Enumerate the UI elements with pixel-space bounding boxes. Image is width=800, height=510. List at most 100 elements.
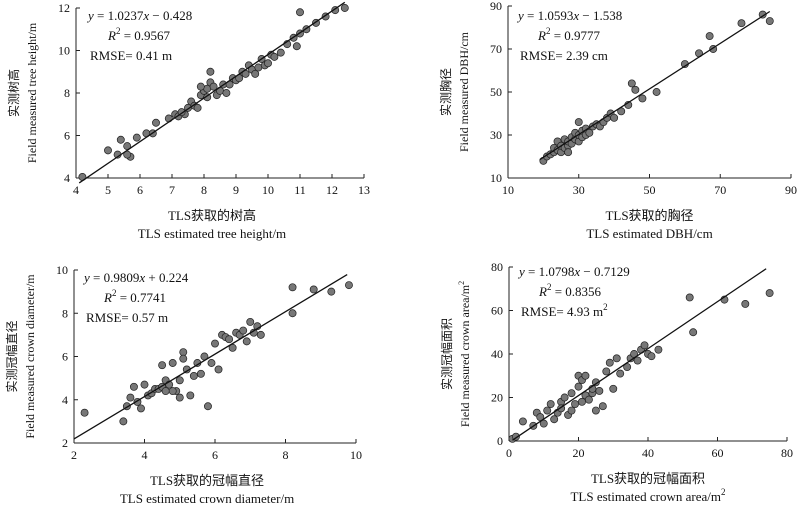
data-point <box>203 402 212 411</box>
data-point <box>175 393 184 402</box>
chart-panel-2: 10 30 50 70 90 10 30 50 70 90 y = 1.0593x − 1.538 R… <box>438 0 797 241</box>
x-tick-label: 40 <box>642 446 654 460</box>
data-point <box>126 393 135 402</box>
x-tick-label: 8 <box>201 183 207 197</box>
x-tick-label: 7 <box>169 183 175 197</box>
data-point <box>584 395 593 404</box>
data-point <box>242 337 251 346</box>
chart-panel-1: 4 5 6 7 8 9 10 11 12 13 4 6 8 10 12 y = 1.0237x − 0.428… <box>6 1 370 241</box>
rmse: RMSE= 0.41 m <box>90 48 172 63</box>
data-point <box>765 17 774 25</box>
data-point <box>116 135 125 144</box>
y-tick-label: 80 <box>491 260 503 274</box>
data-point <box>340 4 349 12</box>
data-point <box>567 389 576 398</box>
regression-equation: y = 1.0798x − 0.7129 <box>517 264 630 279</box>
regression-equation: y = 0.9809x + 0.224 <box>82 270 189 285</box>
data-point <box>627 79 636 88</box>
data-point <box>175 376 184 385</box>
data-point <box>292 42 301 51</box>
x-tick-label: 2 <box>71 448 77 462</box>
y-tick-label: 4 <box>62 393 68 407</box>
x-tick-label: 60 <box>712 446 724 460</box>
rmse: RMSE= 4.93 m2 <box>521 302 608 319</box>
regression-line <box>539 10 771 161</box>
chart-panel-3: 2 4 6 8 10 2 4 6 8 10 y = 0.9809x + 0.224 R2 = 0.77… <box>4 263 362 506</box>
data-point <box>609 384 618 393</box>
r-squared: R2 = 0.7741 <box>103 288 166 305</box>
chart-panel-4: 0 20 40 60 80 0 20 40 60 80 y = 1.0798x − 0.7129 R2… <box>439 260 793 504</box>
data-point <box>196 369 205 378</box>
x-tick-label: 4 <box>73 183 79 197</box>
x-tick-label: 50 <box>644 183 656 197</box>
data-point <box>119 417 128 426</box>
data-point <box>80 408 89 417</box>
x-axis-label-cn: TLS获取的冠幅直径 <box>150 473 264 488</box>
data-point <box>104 146 112 155</box>
data-point <box>140 380 149 389</box>
data-point <box>251 69 260 78</box>
data-point <box>276 48 285 57</box>
data-point <box>705 32 714 41</box>
x-tick-label: 70 <box>714 183 726 197</box>
regression-equation: y = 1.0237x − 0.428 <box>86 8 192 23</box>
data-point <box>168 387 177 396</box>
data-point <box>612 354 621 363</box>
y-axis-label: Field measured crown area/m2 <box>457 281 472 427</box>
data-point <box>758 10 767 19</box>
r-squared: R2 = 0.9567 <box>107 26 171 43</box>
data-point <box>631 85 640 94</box>
data-point <box>581 371 590 380</box>
data-point <box>616 369 625 378</box>
x-axis-label-cn: TLS获取的胸径 <box>605 208 693 223</box>
data-point <box>546 400 555 408</box>
y-tick-label: 6 <box>64 129 70 143</box>
y-axis-label: Field measured tree height/m <box>25 22 39 163</box>
data-point <box>574 382 583 391</box>
data-point <box>327 287 336 296</box>
x-tick-label: 9 <box>233 183 239 197</box>
y-axis-label-cn: 实测冠幅面积 <box>439 318 454 390</box>
data-point <box>571 400 579 408</box>
x-tick-label: 12 <box>326 183 338 197</box>
data-point <box>158 361 167 370</box>
data-point <box>741 300 750 308</box>
x-tick-label: 6 <box>212 448 218 462</box>
data-point <box>591 378 600 387</box>
data-point <box>560 393 569 402</box>
data-point <box>211 339 219 348</box>
x-tick-label: 8 <box>283 448 289 462</box>
data-point <box>685 293 694 302</box>
y-tick-label: 30 <box>490 128 502 142</box>
data-point <box>270 52 279 61</box>
data-point <box>264 59 272 68</box>
data-point <box>132 133 141 142</box>
data-point <box>610 113 619 122</box>
data-point <box>206 67 215 76</box>
data-point <box>179 354 188 363</box>
regression-line <box>78 1 346 184</box>
x-axis-label: TLS estimated DBH/cm <box>586 226 712 241</box>
x-tick-label: 80 <box>781 446 793 460</box>
r-squared: R2 = 0.8356 <box>538 282 602 299</box>
data-point <box>638 94 647 103</box>
data-point <box>737 19 746 28</box>
y-tick-label: 6 <box>62 350 68 364</box>
data-point <box>518 417 527 426</box>
y-tick-label: 90 <box>490 0 502 13</box>
data-point <box>168 359 177 367</box>
data-point <box>309 285 318 294</box>
x-axis-label: TLS estimated crown area/m2 <box>570 487 725 504</box>
y-axis-label-cn: 实测冠幅直径 <box>4 320 19 392</box>
data-point <box>222 89 231 97</box>
y-axis-label-cn: 实测胸径 <box>438 68 453 116</box>
data-point <box>193 103 202 112</box>
x-axis-label-cn: TLS获取的树高 <box>168 208 256 223</box>
x-axis-label-cn: TLS获取的冠幅面积 <box>591 471 705 486</box>
data-point <box>543 406 552 415</box>
x-tick-label: 6 <box>137 183 143 197</box>
data-point <box>591 406 600 415</box>
data-point <box>578 397 586 406</box>
y-tick-label: 10 <box>490 171 502 185</box>
